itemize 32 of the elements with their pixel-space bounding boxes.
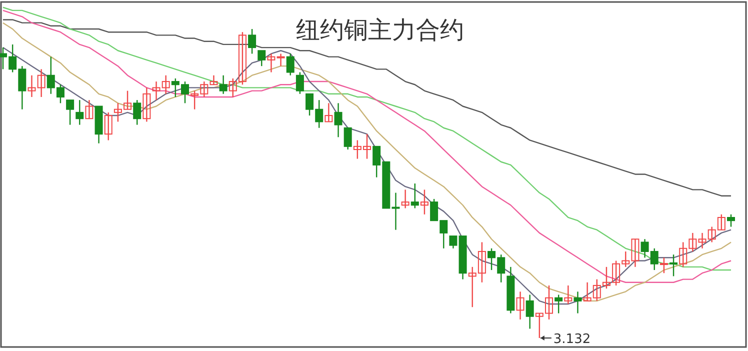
candlestick xyxy=(296,72,304,94)
candlestick xyxy=(28,74,36,98)
candlestick xyxy=(670,254,678,277)
candlestick xyxy=(574,291,582,314)
candlestick xyxy=(660,257,668,274)
candlestick xyxy=(85,99,94,120)
candlestick xyxy=(449,235,458,249)
candlestick xyxy=(420,189,428,215)
candlestick xyxy=(142,87,151,122)
candlestick xyxy=(37,68,46,98)
candlestick xyxy=(276,53,285,67)
candlestick xyxy=(410,182,419,209)
candlestick xyxy=(219,74,228,94)
chart-title: 纽约铜主力合约 xyxy=(296,16,464,44)
candlestick xyxy=(133,99,142,126)
annotation: 3.132 xyxy=(553,332,591,347)
candlestick xyxy=(334,102,342,138)
candlestick xyxy=(526,294,534,330)
candlestick xyxy=(516,291,524,320)
candlestick xyxy=(248,28,256,54)
candlestick xyxy=(554,294,563,314)
candlestick xyxy=(286,53,294,76)
candlestick xyxy=(324,102,333,122)
candlestick xyxy=(104,112,112,141)
candlestick xyxy=(258,50,266,67)
candlestick xyxy=(564,284,572,305)
candlestick xyxy=(76,99,84,126)
candlestick xyxy=(344,127,352,150)
candlestick xyxy=(66,99,74,126)
candlestick xyxy=(727,214,735,228)
candlestick xyxy=(267,53,276,73)
candlestick xyxy=(401,189,410,209)
